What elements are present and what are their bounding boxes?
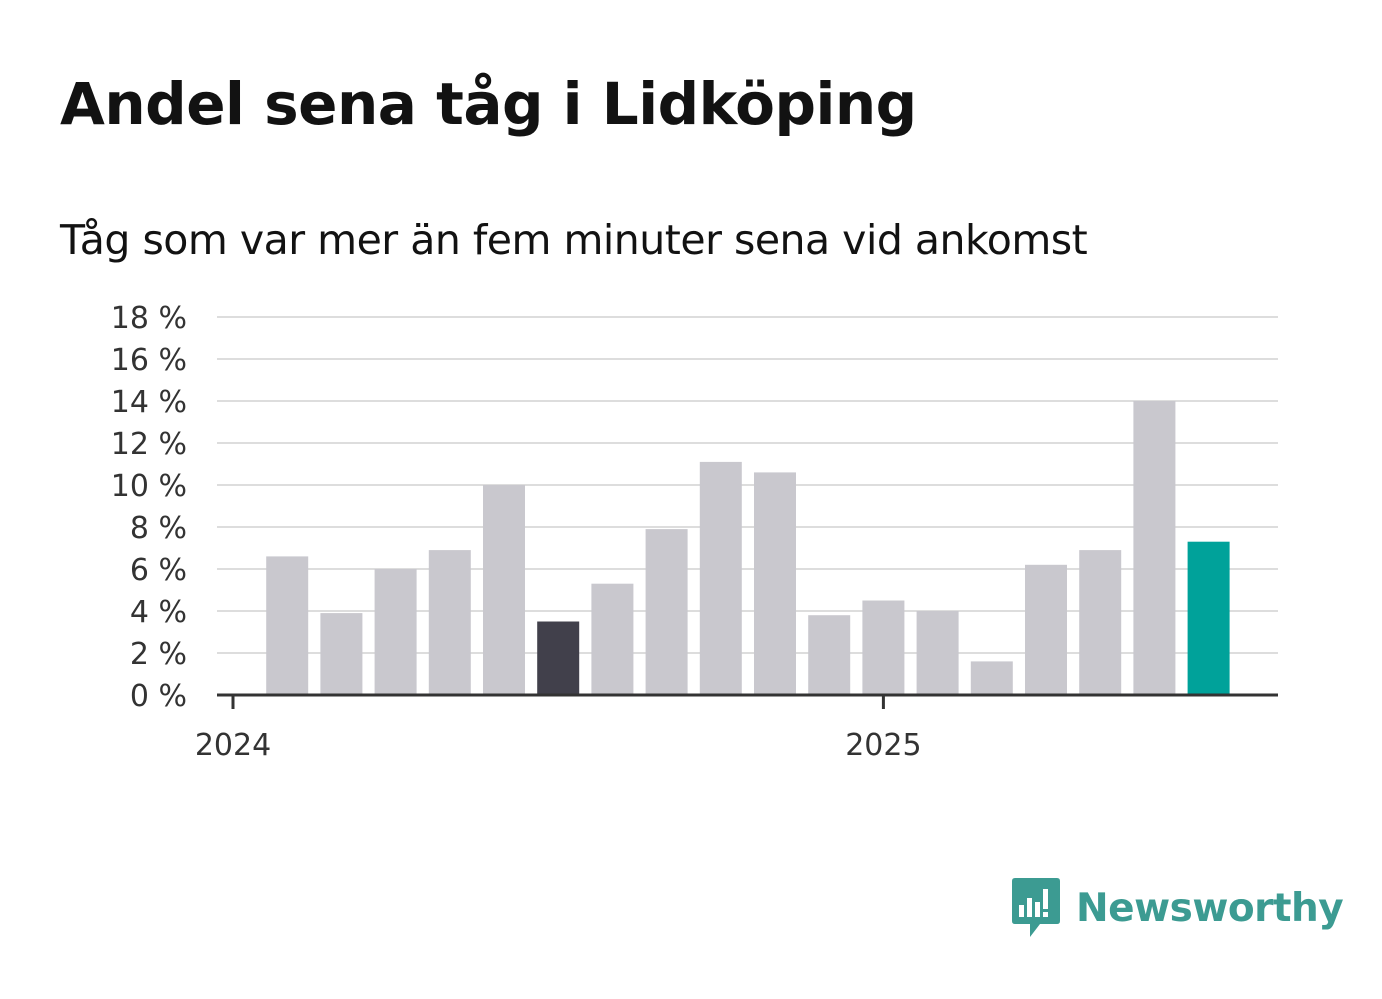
bar-2025-06 xyxy=(1133,401,1176,695)
bar-2024-12 xyxy=(808,615,851,695)
y-tick-label: 2 % xyxy=(130,637,187,672)
bar-2025-02 xyxy=(916,611,959,695)
y-axis-labels: 0 % 2 % 4 % 6 % 8 % 10 % 12 % 14 % 16 % 18 % xyxy=(111,301,187,714)
newsworthy-logo-icon xyxy=(1012,878,1060,937)
brand-name: Newsworthy xyxy=(1076,885,1344,931)
bar-2024-02 xyxy=(266,556,309,695)
x-tick-label: 2025 xyxy=(845,728,921,763)
bar-2024-04 xyxy=(374,569,417,695)
x-tick-label: 2024 xyxy=(195,728,271,763)
bar-2024-08 xyxy=(591,583,634,695)
brand-logo: Newsworthy xyxy=(1010,876,1344,940)
bar-2024-09 xyxy=(645,529,688,695)
bar-chart: 0 % 2 % 4 % 6 % 8 % 10 % 12 % 14 % 16 % 18 % 2024… xyxy=(111,301,1278,763)
chart-title: Andel sena tåg i Lidköping xyxy=(60,70,917,138)
y-tick-label: 6 % xyxy=(130,553,187,588)
bar-2025-01 xyxy=(862,600,905,695)
bar-2024-06 xyxy=(483,485,525,695)
y-tick-label: 16 % xyxy=(111,343,187,378)
x-axis-ticks: 2024 2025 xyxy=(195,695,922,763)
bar-2024-11 xyxy=(754,472,796,695)
y-tick-label: 0 % xyxy=(130,679,187,714)
y-tick-label: 18 % xyxy=(111,301,187,336)
bars xyxy=(266,401,1230,695)
y-tick-label: 10 % xyxy=(111,469,187,504)
bar-2025-05 xyxy=(1079,550,1122,695)
grid-lines xyxy=(217,316,1278,654)
y-tick-label: 8 % xyxy=(130,511,187,546)
bar-2024-07 xyxy=(537,621,580,695)
bar-2025-07 xyxy=(1187,541,1230,695)
y-tick-label: 4 % xyxy=(130,595,187,630)
bar-2024-05 xyxy=(428,550,471,695)
chart-subtitle: Tåg som var mer än fem minuter sena vid … xyxy=(60,216,1088,264)
bar-2025-03 xyxy=(970,661,1013,695)
y-tick-label: 14 % xyxy=(111,385,187,420)
y-tick-label: 12 % xyxy=(111,427,187,462)
bar-2024-03 xyxy=(320,613,363,695)
bar-2025-04 xyxy=(1025,564,1067,695)
bar-2024-10 xyxy=(699,461,742,695)
